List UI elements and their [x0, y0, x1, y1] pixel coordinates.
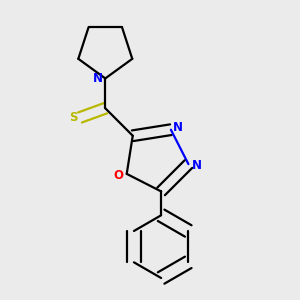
Text: N: N	[93, 72, 103, 85]
Text: O: O	[113, 169, 123, 182]
Text: N: N	[192, 159, 202, 172]
Text: S: S	[69, 111, 78, 124]
Text: N: N	[173, 121, 183, 134]
